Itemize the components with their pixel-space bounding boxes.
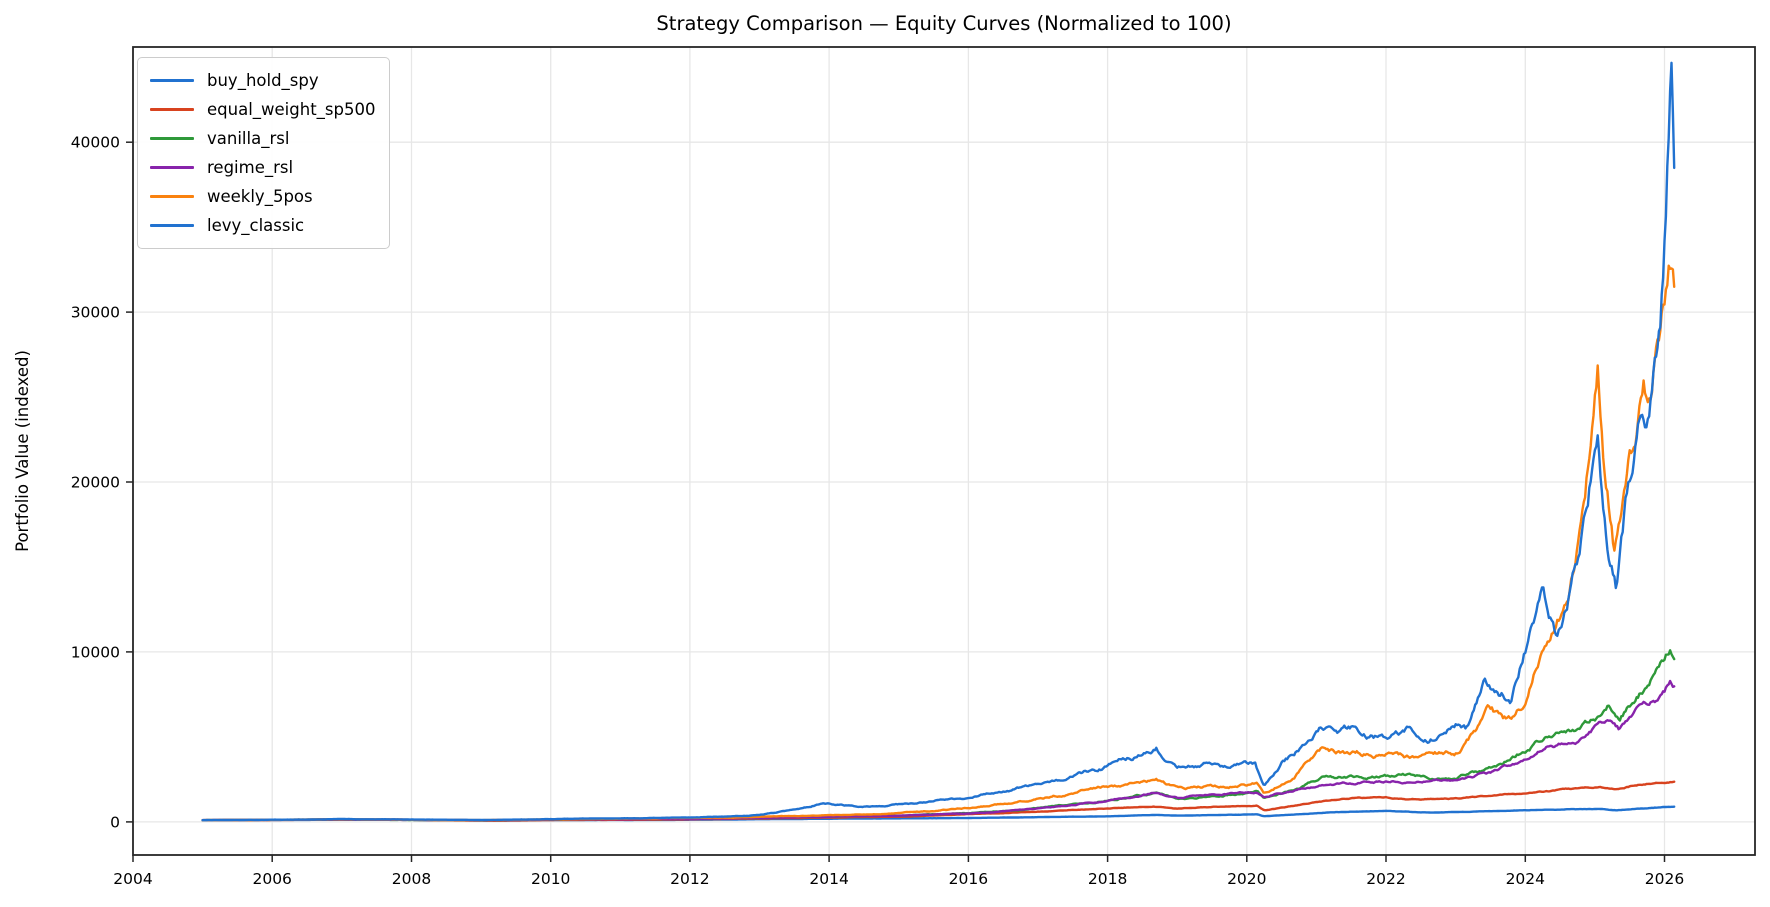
chart-title: Strategy Comparison — Equity Curves (Nor… [656,12,1231,35]
legend-label-equal_weight_sp500: equal_weight_sp500 [207,100,376,119]
x-tick-label: 2018 [1088,870,1127,888]
x-tick-label: 2016 [949,870,988,888]
legend-swatch-equal_weight_sp500 [150,107,194,112]
legend-label-levy_classic: levy_classic [207,216,305,235]
legend-item-buy_hold_spy: buy_hold_spy [150,66,375,95]
x-tick-label: 2008 [392,870,431,888]
legend-item-vanilla_rsl: vanilla_rsl [150,124,375,153]
y-axis-label: Portfolio Value (indexed) [13,350,32,552]
x-tick-label: 2010 [531,870,570,888]
axes-layer: 2004 2006 2008 2010 2012 2014 2016 2018 2020 2022… [71,46,1756,888]
series-line-vanilla_rsl [201,649,1676,822]
legend-swatch-weekly_5pos [150,194,194,199]
legend-swatch-regime_rsl [150,165,194,170]
legend-item-equal_weight_sp500: equal_weight_sp500 [150,95,375,124]
legend-item-levy_classic: levy_classic [150,211,375,240]
x-tick-label: 2006 [252,870,291,888]
y-tick-label: 40000 [71,134,120,152]
y-tick-label: 30000 [71,304,120,322]
legend-swatch-vanilla_rsl [150,136,194,141]
legend-label-weekly_5pos: weekly_5pos [207,187,313,206]
series-line-levy_classic [201,61,1676,822]
legend-swatch-levy_classic [150,223,194,228]
x-tick-label: 2020 [1227,870,1266,888]
legend-swatch-buy_hold_spy [150,78,194,83]
legend-item-regime_rsl: regime_rsl [150,153,375,182]
x-tick-label: 2022 [1366,870,1405,888]
legend-item-weekly_5pos: weekly_5pos [150,182,375,211]
y-tick-label: 0 [110,813,120,831]
legend-label-regime_rsl: regime_rsl [207,158,294,177]
legend-label-buy_hold_spy: buy_hold_spy [207,71,319,90]
y-tick-label: 20000 [71,474,120,492]
x-tick-label: 2024 [1506,870,1545,888]
legend: buy_hold_spy equal_weight_sp500 vanilla_rs… [137,57,391,249]
y-tick-label: 10000 [71,643,120,661]
series-layer [201,61,1676,822]
x-tick-label: 2004 [113,870,152,888]
x-tick-label: 2026 [1645,870,1684,888]
plot-border [132,46,1756,856]
grid-layer [132,47,1755,855]
series-line-weekly_5pos [201,264,1676,822]
x-tick-label: 2014 [809,870,848,888]
x-tick-label: 2012 [670,870,709,888]
legend-label-vanilla_rsl: vanilla_rsl [207,129,290,148]
